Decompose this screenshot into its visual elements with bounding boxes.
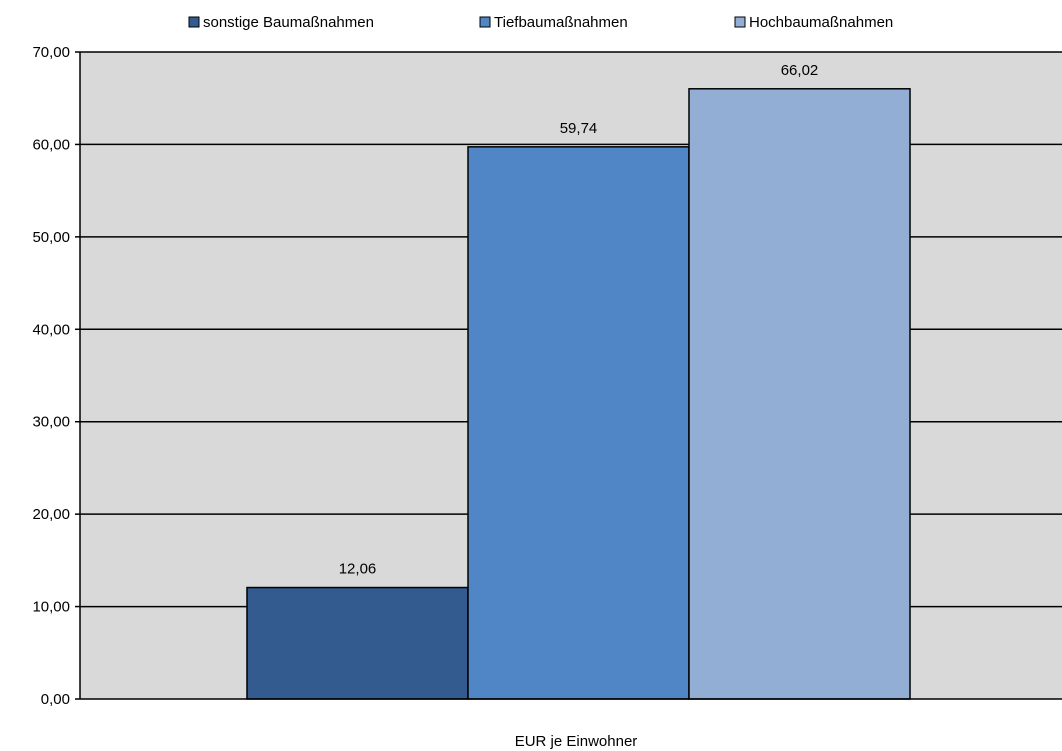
legend-swatch (479, 16, 491, 28)
y-axis-tick-labels: 0,00 10,00 20,00 30,00 40,00 50,00 60,00 70,00 (32, 44, 70, 708)
legend-label: Hochbaumaßnahmen (749, 14, 893, 31)
y-tick-label: 20,00 (32, 506, 70, 523)
legend-swatch (734, 16, 746, 28)
y-tick-label: 40,00 (32, 321, 70, 338)
y-tick-label: 30,00 (32, 414, 70, 431)
y-tick-label: 50,00 (32, 229, 70, 246)
legend: sonstige Baumaßnahmen Tiefbaumaßnahmen Hoc… (188, 14, 893, 31)
x-axis-title: EUR je Einwohner (515, 733, 638, 750)
legend-label: sonstige Baumaßnahmen (203, 14, 374, 31)
y-tick-label: 70,00 (32, 44, 70, 61)
bar (688, 88, 911, 700)
legend-swatch (188, 16, 200, 28)
bars (246, 88, 911, 700)
data-label: 12,06 (339, 561, 377, 578)
data-labels: 12,06 59,74 66,02 (339, 62, 819, 578)
legend-label: Tiefbaumaßnahmen (494, 14, 628, 31)
y-tick-label: 0,00 (41, 691, 70, 708)
y-tick-label: 10,00 (32, 599, 70, 616)
y-tick-label: 60,00 (32, 136, 70, 153)
bar (467, 146, 690, 700)
data-label: 66,02 (781, 62, 819, 79)
data-label: 59,74 (560, 120, 598, 137)
bar (246, 586, 469, 700)
